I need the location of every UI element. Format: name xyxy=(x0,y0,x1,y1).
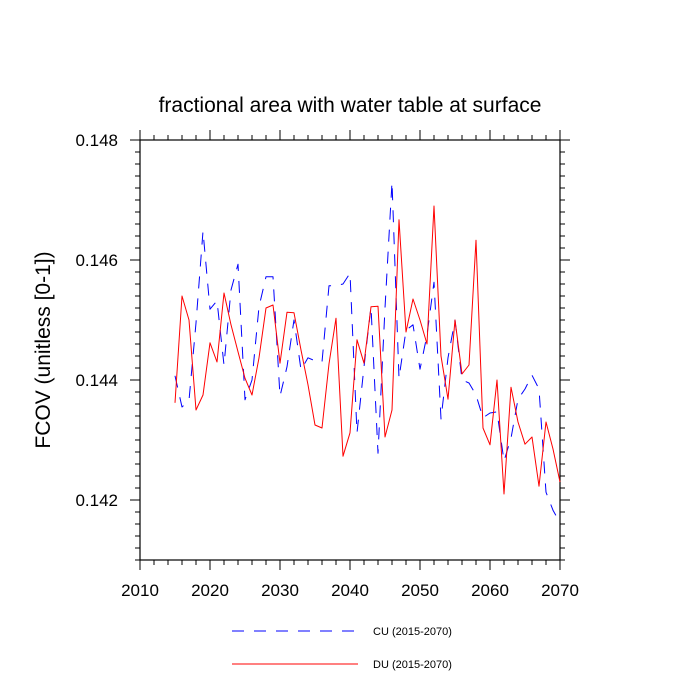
y-axis-label: FCOV (unitless [0-1]) xyxy=(32,251,55,448)
plot-frame xyxy=(139,139,561,561)
axis-ticks: 2010 2020 2030 2040 2050 2060 2070 0.142 0.144 0.… xyxy=(75,130,579,600)
x-tick-label: 2050 xyxy=(401,581,439,600)
chart-title: fractional area with water table at surf… xyxy=(159,94,542,117)
y-tick-label: 0.144 xyxy=(75,371,118,390)
x-tick-label: 2060 xyxy=(471,581,509,600)
y-tick-label: 0.148 xyxy=(75,131,118,150)
legend-du-label: DU (2015-2070) xyxy=(373,659,452,671)
x-tick-label: 2020 xyxy=(191,581,229,600)
series-du-line xyxy=(174,205,561,495)
legend-cu-label: CU (2015-2070) xyxy=(373,626,452,638)
y-tick-label: 0.142 xyxy=(75,491,118,510)
legend: CU (2015-2070) DU (2015-2070) xyxy=(232,626,452,671)
x-tick-label: 2070 xyxy=(541,581,579,600)
series-layer xyxy=(174,181,561,524)
x-tick-label: 2030 xyxy=(261,581,299,600)
y-tick-label: 0.146 xyxy=(75,251,118,270)
x-tick-label: 2010 xyxy=(121,581,159,600)
x-tick-label: 2040 xyxy=(331,581,369,600)
